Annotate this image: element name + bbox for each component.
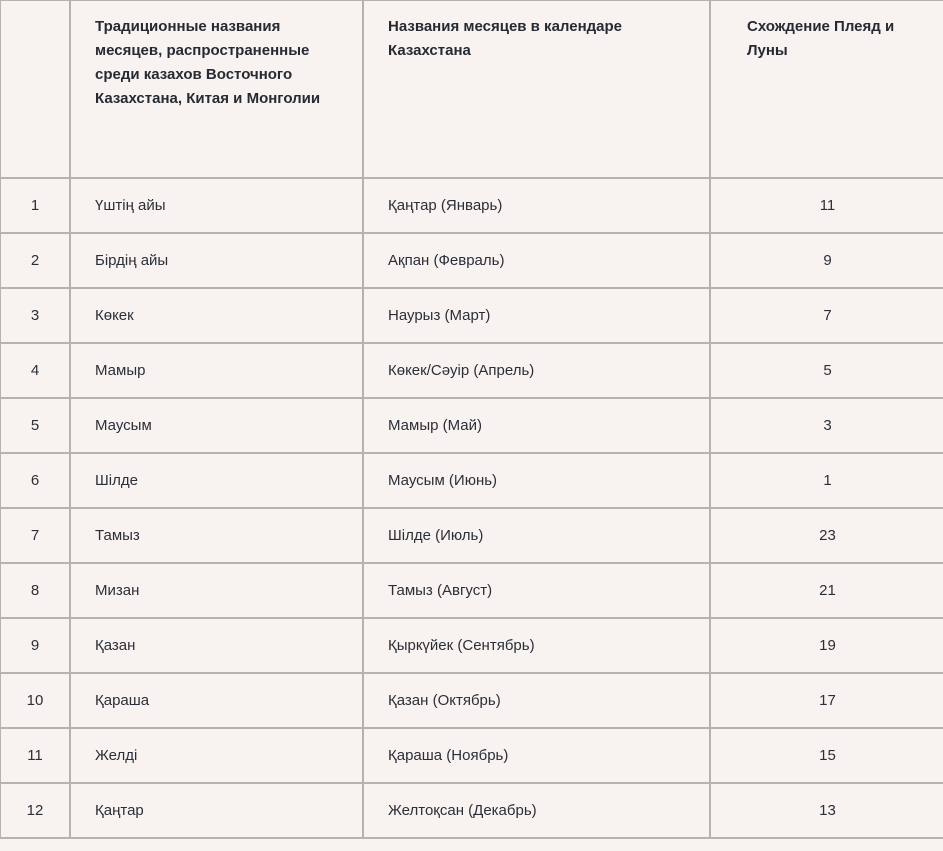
cell-traditional-name: Желді bbox=[69, 727, 364, 784]
header-number bbox=[0, 0, 71, 179]
cell-calendar-name: Көкек/Сәуір (Апрель) bbox=[362, 342, 711, 399]
cell-number: 2 bbox=[0, 232, 71, 289]
table-row: 9 Қазан Қыркүйек (Сентябрь) 19 bbox=[0, 617, 943, 674]
table-row: 8 Мизан Тамыз (Август) 21 bbox=[0, 562, 943, 619]
cell-traditional-name: Үштің айы bbox=[69, 177, 364, 234]
cell-traditional-name: Мизан bbox=[69, 562, 364, 619]
cell-number: 5 bbox=[0, 397, 71, 454]
cell-traditional-name: Қазан bbox=[69, 617, 364, 674]
cell-convergence: 17 bbox=[709, 672, 943, 729]
cell-number: 8 bbox=[0, 562, 71, 619]
cell-calendar-name: Шілде (Июль) bbox=[362, 507, 711, 564]
header-row: Традиционные названия месяцев, распростр… bbox=[0, 0, 943, 179]
table-row: 3 Көкек Наурыз (Март) 7 bbox=[0, 287, 943, 344]
cell-convergence: 21 bbox=[709, 562, 943, 619]
cell-calendar-name: Қаңтар (Январь) bbox=[362, 177, 711, 234]
cell-convergence: 13 bbox=[709, 782, 943, 839]
cell-calendar-name: Маусым (Июнь) bbox=[362, 452, 711, 509]
cell-number: 11 bbox=[0, 727, 71, 784]
cell-convergence: 11 bbox=[709, 177, 943, 234]
cell-number: 10 bbox=[0, 672, 71, 729]
cell-number: 7 bbox=[0, 507, 71, 564]
cell-calendar-name: Наурыз (Март) bbox=[362, 287, 711, 344]
cell-traditional-name: Көкек bbox=[69, 287, 364, 344]
table-row: 1 Үштің айы Қаңтар (Январь) 11 bbox=[0, 177, 943, 234]
cell-calendar-name: Мамыр (Май) bbox=[362, 397, 711, 454]
cell-number: 9 bbox=[0, 617, 71, 674]
cell-convergence: 19 bbox=[709, 617, 943, 674]
cell-number: 12 bbox=[0, 782, 71, 839]
cell-traditional-name: Қаңтар bbox=[69, 782, 364, 839]
table-row: 7 Тамыз Шілде (Июль) 23 bbox=[0, 507, 943, 564]
cell-convergence: 1 bbox=[709, 452, 943, 509]
cell-calendar-name: Қазан (Октябрь) bbox=[362, 672, 711, 729]
cell-traditional-name: Мамыр bbox=[69, 342, 364, 399]
cell-convergence: 7 bbox=[709, 287, 943, 344]
cell-traditional-name: Шілде bbox=[69, 452, 364, 509]
table-row: 4 Мамыр Көкек/Сәуір (Апрель) 5 bbox=[0, 342, 943, 399]
cell-traditional-name: Бірдің айы bbox=[69, 232, 364, 289]
table-row: 6 Шілде Маусым (Июнь) 1 bbox=[0, 452, 943, 509]
cell-number: 3 bbox=[0, 287, 71, 344]
cell-calendar-name: Қыркүйек (Сентябрь) bbox=[362, 617, 711, 674]
cell-convergence: 5 bbox=[709, 342, 943, 399]
table-row: 12 Қаңтар Желтоқсан (Декабрь) 13 bbox=[0, 782, 943, 839]
cell-convergence: 23 bbox=[709, 507, 943, 564]
cell-traditional-name: Тамыз bbox=[69, 507, 364, 564]
cell-calendar-name: Тамыз (Август) bbox=[362, 562, 711, 619]
table-row: 5 Маусым Мамыр (Май) 3 bbox=[0, 397, 943, 454]
cell-number: 1 bbox=[0, 177, 71, 234]
cell-convergence: 15 bbox=[709, 727, 943, 784]
header-traditional-names: Традиционные названия месяцев, распростр… bbox=[69, 0, 364, 179]
table-row: 11 Желді Қараша (Ноябрь) 15 bbox=[0, 727, 943, 784]
header-pleiades-moon: Схождение Плеяд и Луны bbox=[709, 0, 943, 179]
cell-number: 6 bbox=[0, 452, 71, 509]
cell-traditional-name: Маусым bbox=[69, 397, 364, 454]
cell-calendar-name: Ақпан (Февраль) bbox=[362, 232, 711, 289]
header-calendar-names: Названия месяцев в календаре Казахстана bbox=[362, 0, 711, 179]
cell-calendar-name: Желтоқсан (Декабрь) bbox=[362, 782, 711, 839]
table-row: 10 Қараша Қазан (Октябрь) 17 bbox=[0, 672, 943, 729]
table-row: 2 Бірдің айы Ақпан (Февраль) 9 bbox=[0, 232, 943, 289]
cell-convergence: 3 bbox=[709, 397, 943, 454]
cell-calendar-name: Қараша (Ноябрь) bbox=[362, 727, 711, 784]
cell-traditional-name: Қараша bbox=[69, 672, 364, 729]
cell-number: 4 bbox=[0, 342, 71, 399]
cell-convergence: 9 bbox=[709, 232, 943, 289]
